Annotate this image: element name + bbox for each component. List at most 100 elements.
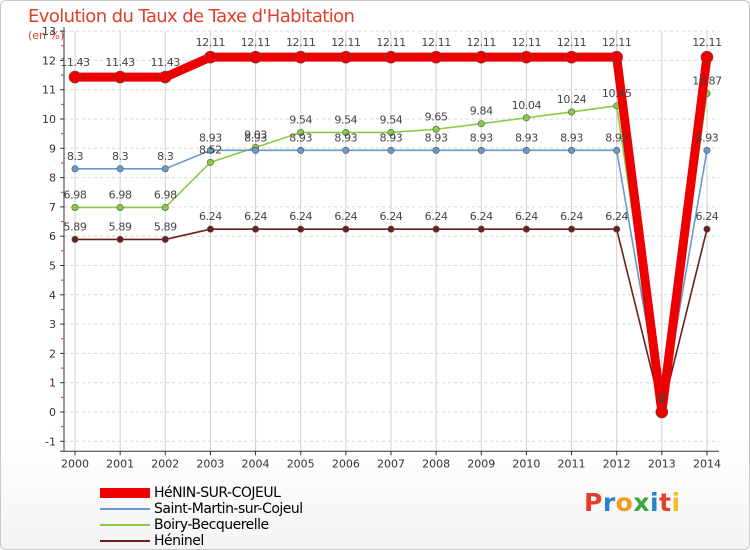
data-label: 12.11 [512,36,542,49]
data-label: 8.52 [199,143,222,156]
data-label: 6.24 [380,210,403,223]
data-label: 0 [659,393,666,406]
x-tick-label: 2002 [151,457,179,470]
x-tick-label: 2001 [106,457,134,470]
legend-label: Héninel [154,533,204,549]
data-point [297,146,305,154]
data-point [700,50,714,64]
data-point [522,225,530,233]
data-label: 10.24 [557,93,587,106]
proxiti-logo: Proxiti [584,488,681,517]
logo-letter: x [633,488,650,517]
data-point [568,108,576,116]
data-label: 6.24 [289,210,312,223]
legend-swatch [100,540,150,542]
data-point [252,146,260,154]
data-point [116,203,124,211]
data-point [206,225,214,233]
data-point [703,146,711,154]
data-label: 9.54 [380,113,403,126]
logo-letter: t [659,488,672,517]
data-label: 8.93 [425,131,448,144]
data-label: 12.11 [196,36,226,49]
data-label: 11.43 [151,56,181,69]
data-point [342,146,350,154]
data-point [613,146,621,154]
data-label: 12.11 [421,36,451,49]
data-label: 11.43 [60,56,90,69]
x-tick-label: 2005 [287,457,315,470]
data-label: 9.54 [289,113,312,126]
data-label: 8.93 [696,131,719,144]
data-label: 6.24 [470,210,493,223]
data-point [474,50,488,64]
legend-label: HéNIN-SUR-COJEUL [154,485,281,501]
y-tick-label: 11 [42,84,56,97]
data-point [610,50,623,64]
data-label: 6.98 [64,188,87,201]
y-tick-label: 10 [42,113,56,126]
y-tick-label: 5 [49,260,56,273]
data-label: 6.24 [560,210,583,223]
data-label: 6.98 [154,188,177,201]
data-point [522,146,530,154]
data-point [206,146,214,154]
data-point [206,158,214,166]
data-label: 6.24 [244,210,267,223]
labels-layer: 11.43 11.43 11.43 12.11 12.11 12.11 12.11 12.11… [60,36,722,406]
data-label: 5.89 [154,220,177,233]
logo-letter: i [650,488,660,517]
data-point [703,225,711,233]
x-tick-label: 2003 [196,457,224,470]
x-tick-label: 2006 [332,457,360,470]
legend-label: Saint-Martin-sur-Cojeul [154,501,303,517]
data-point [429,50,443,64]
data-point [116,235,124,243]
data-label: 12.11 [602,36,632,49]
y-tick-label: 9 [49,142,56,155]
y-tick-label: 1 [49,377,56,390]
data-label: 10.04 [512,99,542,112]
data-point [477,146,485,154]
logo-letter: P [584,488,603,517]
data-label: 8.93 [334,131,357,144]
data-label: 11.43 [105,56,135,69]
data-point [342,128,350,136]
data-point [161,165,169,173]
data-label: 10.87 [692,75,722,88]
data-label: 8.93 [515,131,538,144]
data-label: 12.11 [376,36,406,49]
data-label: 8.93 [244,131,267,144]
data-point [204,50,217,64]
y-tick-label: 4 [49,289,56,302]
data-label: 12.11 [241,36,271,49]
data-label: 0 [659,393,666,406]
data-point [71,203,79,211]
x-tick-label: 2008 [422,457,450,470]
data-label: 12.11 [557,36,587,49]
data-label: 6.24 [425,210,448,223]
x-tick-label: 2014 [693,457,721,470]
data-point [161,203,169,211]
data-label: 12.11 [286,36,316,49]
data-point [297,128,305,136]
logo-letter: i [671,488,681,517]
data-label: 8.3 [112,150,129,163]
y-tick-label: 0 [49,406,56,419]
grid-layer [64,30,719,452]
y-tick-label: 7 [49,201,56,214]
data-point [387,128,395,136]
data-label: 6.98 [109,188,132,201]
data-point [565,50,578,64]
x-tick-label: 2012 [603,457,631,470]
data-point [655,405,669,419]
data-label: 6.24 [199,210,222,223]
x-tick-label: 2000 [61,457,89,470]
logo-letter: r [602,488,616,517]
data-point [158,70,172,84]
data-label: 8.92 [605,131,628,144]
data-point [68,70,82,84]
data-point [249,50,262,64]
y-tick-label: 3 [49,318,56,331]
